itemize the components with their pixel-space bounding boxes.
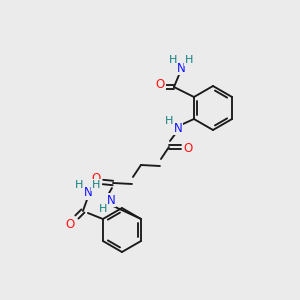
Text: H: H: [92, 180, 100, 190]
Text: O: O: [91, 172, 101, 184]
Text: H: H: [75, 180, 83, 190]
Text: N: N: [106, 194, 115, 206]
Text: H: H: [185, 55, 193, 65]
Text: H: H: [99, 204, 107, 214]
Text: N: N: [83, 187, 92, 200]
Text: H: H: [165, 116, 173, 126]
Text: O: O: [65, 218, 74, 230]
Text: H: H: [169, 55, 177, 65]
Text: N: N: [174, 122, 182, 134]
Text: O: O: [155, 79, 165, 92]
Text: O: O: [183, 142, 193, 154]
Text: N: N: [177, 61, 185, 74]
